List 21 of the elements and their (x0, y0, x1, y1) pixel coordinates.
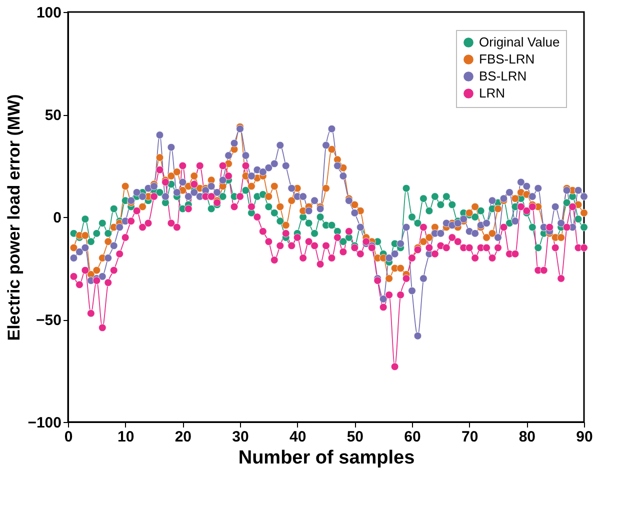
legend-label: BS-LRN (479, 68, 527, 84)
x-tick-label: 90 (576, 428, 593, 446)
x-tick-label: 20 (174, 428, 192, 446)
y-tick-label: 50 (44, 107, 62, 124)
y-tick-label: 0 (53, 210, 62, 226)
x-tick-label: 80 (518, 428, 536, 446)
legend-label: LRN (479, 86, 506, 100)
x-tick-label: 30 (232, 428, 249, 446)
x-tick-label: 40 (289, 428, 306, 446)
x-tick-label: 50 (346, 428, 364, 446)
legend-label: FBS-LRN (479, 52, 535, 66)
x-tick-label: 60 (404, 428, 421, 446)
x-tick-label: 0 (64, 428, 73, 446)
x-axis-title: Number of samples (238, 448, 415, 468)
y-tick-label: −50 (36, 312, 62, 329)
x-tick-label: 70 (461, 428, 478, 446)
y-tick-label: −100 (28, 414, 62, 432)
y-tick-label: 100 (36, 4, 62, 22)
y-axis-title: Electric power load error (MW) (4, 94, 24, 341)
legend-label: Original Value (479, 34, 560, 50)
x-tick-label: 10 (117, 428, 134, 446)
